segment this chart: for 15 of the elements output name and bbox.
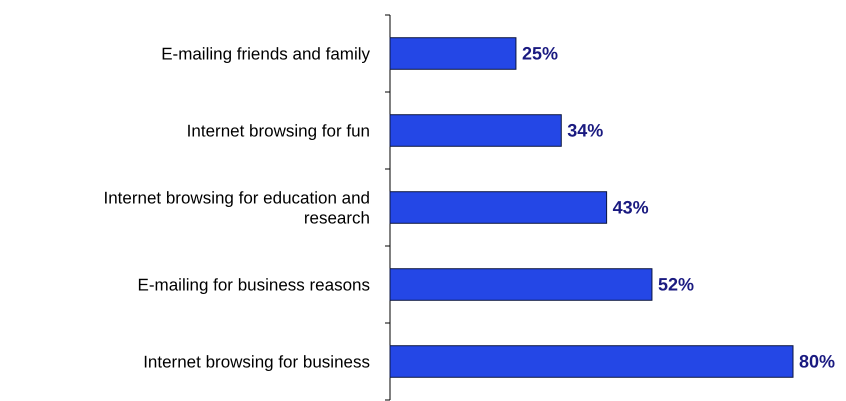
y-tick-label: E-mailing for business reasons — [138, 275, 370, 294]
y-tick-label: E-mailing friends and family — [161, 44, 370, 63]
data-label: 43% — [612, 198, 649, 218]
data-label: 80% — [799, 352, 836, 372]
y-tick-label: Internet browsing for business — [143, 352, 370, 371]
bar — [390, 37, 516, 70]
bar — [390, 345, 794, 378]
y-tick-label: Internet browsing for education and research — [103, 188, 370, 228]
data-label: 52% — [658, 274, 694, 294]
data-label: 25% — [522, 44, 558, 64]
bar — [390, 114, 562, 147]
bar — [390, 268, 652, 301]
bar — [390, 191, 608, 224]
y-tick-label: Internet browsing for fun — [186, 121, 370, 140]
data-label: 34% — [567, 120, 604, 140]
